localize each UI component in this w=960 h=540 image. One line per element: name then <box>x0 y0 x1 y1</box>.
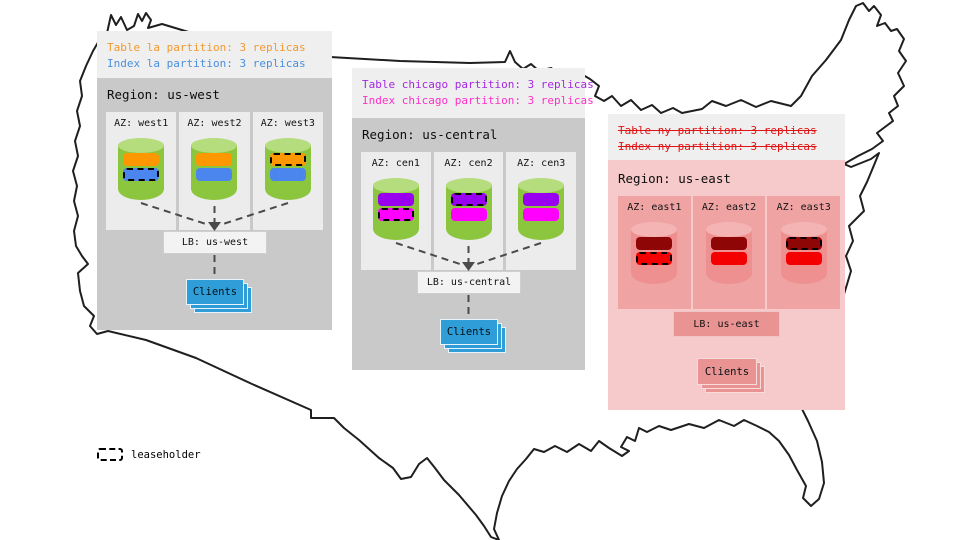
index-replica-bar <box>711 252 747 265</box>
index-replica-bar <box>523 208 560 221</box>
index-replica-bar <box>123 168 160 181</box>
region-group-us-east: Table ny partition: 3 replicas Index ny … <box>608 114 845 410</box>
index-replica-bar <box>269 168 306 181</box>
az-box-east3: AZ: east3 <box>767 196 841 309</box>
partition-note-us-central: Table chicago partition: 3 replicas Inde… <box>352 68 594 118</box>
az-box-cen2: AZ: cen2 <box>433 152 504 270</box>
table-replica-bar <box>450 193 487 206</box>
region-group-us-west: Table la partition: 3 replicas Index la … <box>97 31 332 330</box>
az-box-west3: AZ: west3 <box>252 112 323 230</box>
index-replica-bar <box>450 208 487 221</box>
az-label: AZ: west2 <box>187 118 242 129</box>
table-replica-bar <box>636 237 673 250</box>
az-label: AZ: east1 <box>627 202 682 213</box>
database-cylinder-icon <box>518 178 565 240</box>
az-row: AZ: east1 AZ: east2 AZ <box>618 196 841 309</box>
database-cylinder-icon <box>445 178 492 240</box>
table-replica-bar <box>711 237 747 250</box>
note-index-partition: Index chicago partition: 3 replicas <box>362 94 594 107</box>
clients-box: Clients <box>440 319 498 345</box>
clients-stack: Clients <box>186 279 252 313</box>
region-group-us-central: Table chicago partition: 3 replicas Inde… <box>352 68 594 370</box>
region-box-us-central: Region: us-central AZ: cen1 AZ: cen2 <box>352 118 585 370</box>
database-cylinder-icon <box>706 222 752 284</box>
index-replica-bar <box>196 168 233 181</box>
region-box-us-east: Region: us-east AZ: east1 AZ: east2 <box>608 160 845 410</box>
database-cylinder-icon <box>264 138 311 200</box>
load-balancer-us-central: LB: us-central <box>417 271 521 294</box>
az-label: AZ: west3 <box>260 118 315 129</box>
az-label: AZ: cen3 <box>517 158 566 169</box>
table-replica-bar <box>269 153 306 166</box>
table-replica-bar <box>785 237 822 250</box>
partition-note-us-west: Table la partition: 3 replicas Index la … <box>97 31 332 78</box>
az-label: AZ: east2 <box>701 202 757 213</box>
index-replica-bar <box>377 208 414 221</box>
table-replica-bar <box>523 193 560 206</box>
region-title: Region: us-west <box>107 87 220 102</box>
az-box-east1: AZ: east1 <box>618 196 691 309</box>
clients-box: Clients <box>697 358 757 385</box>
az-label: AZ: east3 <box>776 202 831 213</box>
region-box-us-west: Region: us-west AZ: west1 AZ: west2 <box>97 78 332 330</box>
table-replica-bar <box>377 193 414 206</box>
region-title: Region: us-east <box>618 171 731 186</box>
database-cylinder-icon <box>118 138 165 200</box>
az-label: AZ: cen2 <box>444 158 493 169</box>
table-replica-bar <box>196 153 233 166</box>
legend: leaseholder <box>97 448 201 461</box>
region-title: Region: us-central <box>362 127 498 142</box>
az-label: AZ: west1 <box>114 118 169 129</box>
az-box-west2: AZ: west2 <box>179 112 250 230</box>
clients-box: Clients <box>186 279 244 305</box>
database-cylinder-icon <box>372 178 419 240</box>
table-replica-bar <box>123 153 160 166</box>
index-replica-bar <box>785 252 822 265</box>
clients-stack: Clients <box>440 319 506 353</box>
az-box-cen1: AZ: cen1 <box>361 152 431 270</box>
az-box-west1: AZ: west1 <box>106 112 177 230</box>
legend-label: leaseholder <box>131 448 201 461</box>
clients-stack: Clients <box>697 358 765 393</box>
az-box-east2: AZ: east2 <box>692 196 766 309</box>
note-table-partition: Table chicago partition: 3 replicas <box>362 78 594 91</box>
index-replica-bar <box>636 252 673 265</box>
note-table-partition: Table la partition: 3 replicas <box>107 41 306 54</box>
az-label: AZ: cen1 <box>371 158 420 169</box>
load-balancer-us-west: LB: us-west <box>163 231 267 254</box>
note-table-partition: Table ny partition: 3 replicas <box>618 124 817 137</box>
database-cylinder-icon <box>780 222 827 284</box>
az-row: AZ: west1 AZ: west2 AZ <box>106 112 323 230</box>
partition-note-us-east: Table ny partition: 3 replicas Index ny … <box>608 114 845 160</box>
note-index-partition: Index ny partition: 3 replicas <box>618 140 817 153</box>
leaseholder-swatch-icon <box>97 448 123 461</box>
load-balancer-us-east: LB: us-east <box>673 311 780 337</box>
database-cylinder-icon <box>191 138 238 200</box>
note-index-partition: Index la partition: 3 replicas <box>107 57 306 70</box>
az-row: AZ: cen1 AZ: cen2 AZ: <box>361 152 577 270</box>
database-cylinder-icon <box>631 222 678 284</box>
az-box-cen3: AZ: cen3 <box>506 152 577 270</box>
